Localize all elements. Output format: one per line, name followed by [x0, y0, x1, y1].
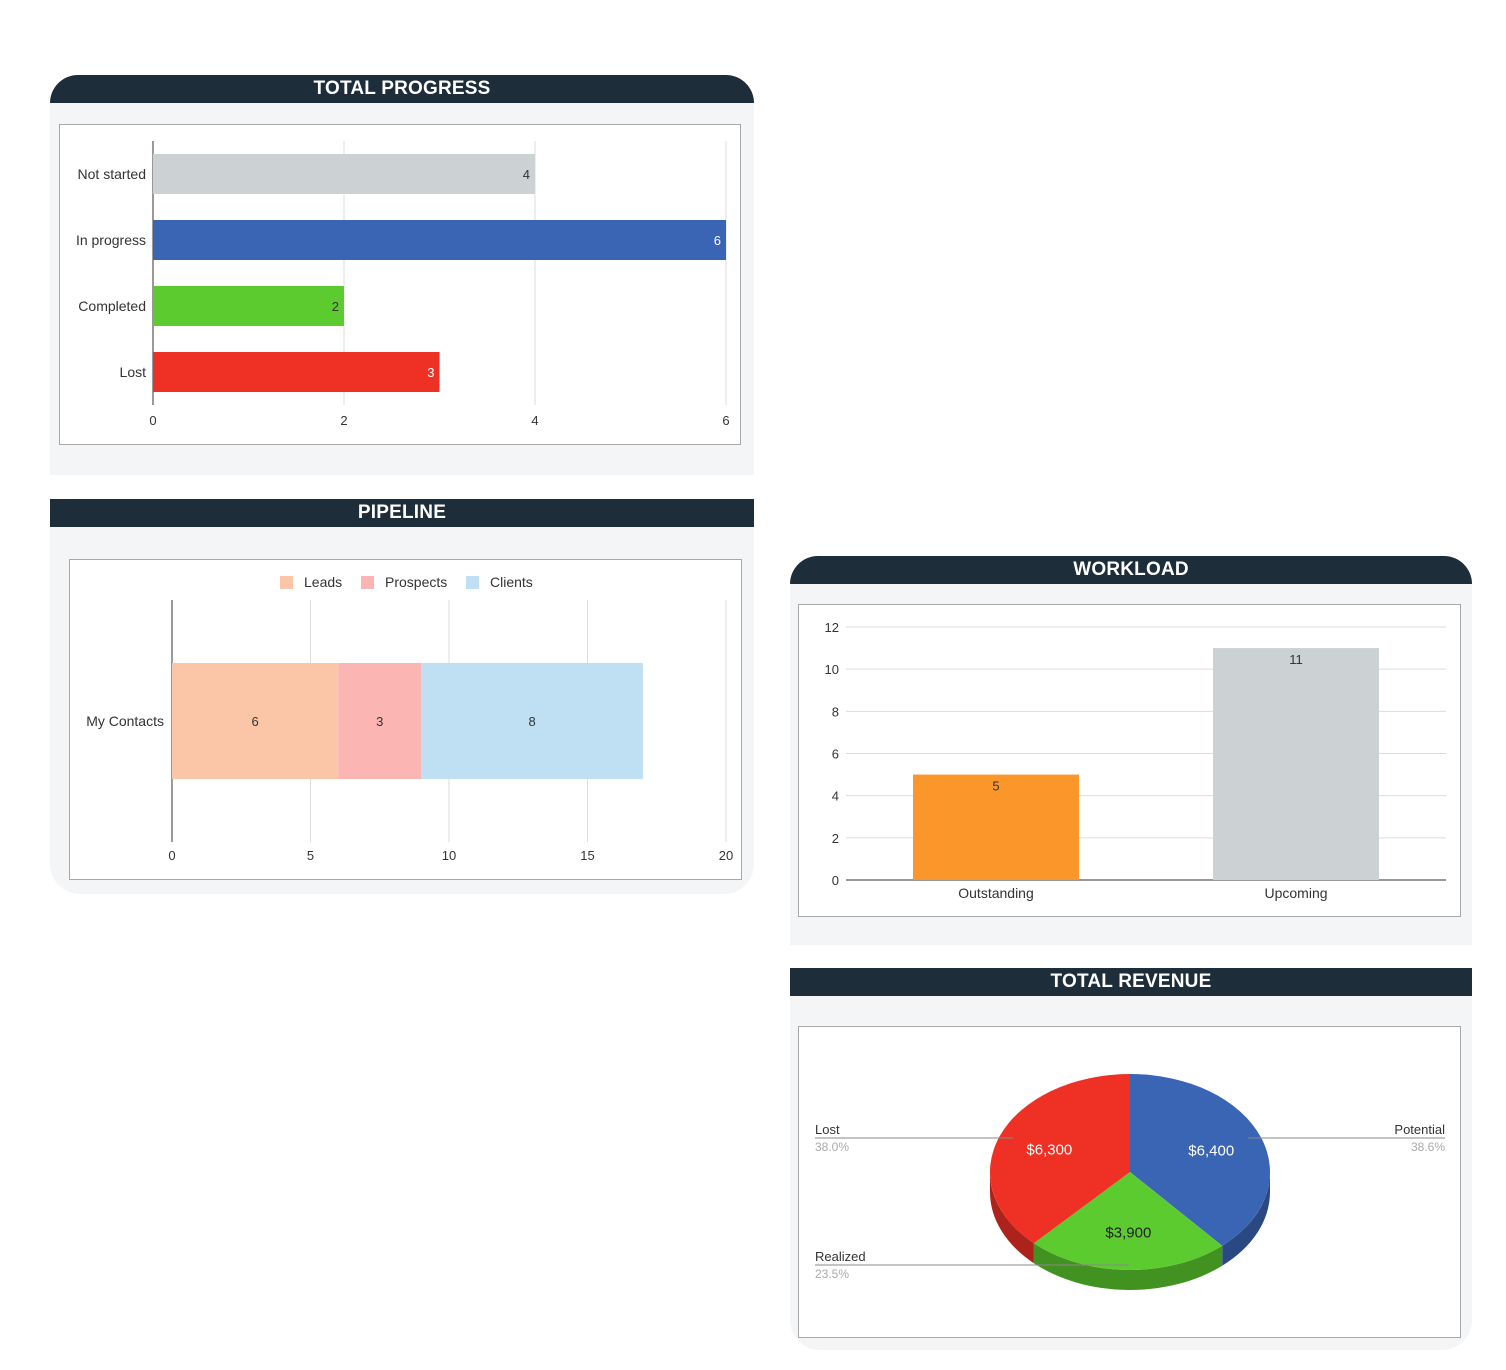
x-tick-label: 20	[719, 848, 733, 863]
slice-value-label: $3,900	[1105, 1225, 1151, 1242]
x-tick-label: 2	[340, 413, 347, 428]
y-tick-label: 12	[825, 620, 839, 635]
slice-percent-label: 38.6%	[1411, 1140, 1445, 1154]
y-tick-label: 8	[832, 704, 839, 719]
slice-name-label: Potential	[1394, 1122, 1445, 1137]
total-progress-title: TOTAL PROGRESS	[50, 75, 754, 103]
x-tick-label: 6	[722, 413, 729, 428]
x-tick-label: 15	[580, 848, 594, 863]
slice-value-label: $6,300	[1026, 1142, 1072, 1159]
category-label: Lost	[120, 364, 147, 380]
total-revenue-card: TOTAL REVENUE $6,400 $3,900 $6,300 Potentia…	[790, 968, 1472, 1350]
slice-name-label: Realized	[815, 1249, 866, 1264]
y-tick-label: 0	[832, 873, 839, 888]
data-label: 11	[1289, 652, 1303, 667]
x-tick-label: 4	[531, 413, 538, 428]
bar	[913, 774, 1079, 880]
data-label: 6	[251, 714, 258, 729]
slice-percent-label: 38.0%	[815, 1140, 849, 1154]
legend-swatch	[280, 576, 293, 589]
workload-title: WORKLOAD	[790, 556, 1472, 584]
total-revenue-title: TOTAL REVENUE	[790, 968, 1472, 996]
legend-label: Leads	[304, 574, 342, 590]
pie-slice-side	[990, 1172, 1034, 1264]
pie-slice	[1033, 1172, 1223, 1270]
data-label: 4	[523, 167, 530, 182]
legend-swatch	[466, 576, 479, 589]
total-revenue-svg: $6,400 $3,900 $6,300 Potential 38.6% Realized…	[815, 1074, 1445, 1290]
category-label: Not started	[78, 166, 146, 182]
workload-svg: 0 2 4 6 8 10 12 5 Outstanding 11 Upcoming	[825, 620, 1446, 901]
y-tick-label: 10	[825, 662, 839, 677]
data-label: 2	[332, 299, 339, 314]
pie-slice-side	[1033, 1243, 1223, 1290]
pipeline-svg: 0 5 10 15 20 Leads Prospects Clients 6 3 8 My Conta…	[86, 574, 733, 863]
slice-value-label: $6,400	[1188, 1143, 1234, 1160]
data-label: 3	[376, 714, 383, 729]
bar-segment	[338, 663, 422, 779]
pipeline-title: PIPELINE	[50, 499, 754, 527]
x-tick-label: 10	[442, 848, 456, 863]
bar-segment	[172, 663, 339, 779]
total-progress-card: TOTAL PROGRESS 0 2 4 6 Not started 4 In progre…	[50, 75, 754, 475]
total-progress-svg: 0 2 4 6 Not started 4 In progress 6 Completed 2 Lo…	[76, 141, 730, 428]
legend-label: Clients	[490, 574, 533, 590]
category-label: In progress	[76, 232, 146, 248]
category-label: Upcoming	[1264, 885, 1327, 901]
category-label: My Contacts	[86, 713, 164, 729]
pie-slice	[1130, 1074, 1270, 1246]
bar	[153, 352, 440, 392]
bar-segment	[421, 663, 643, 779]
total-revenue-chart: $6,400 $3,900 $6,300 Potential 38.6% Realized…	[798, 1026, 1461, 1338]
pie-slice-side	[1222, 1172, 1270, 1266]
pie-slice	[990, 1074, 1130, 1244]
category-label: Outstanding	[958, 885, 1034, 901]
y-tick-label: 4	[832, 789, 839, 804]
slice-percent-label: 23.5%	[815, 1267, 849, 1281]
pipeline-card: PIPELINE 0 5 10 15 20 Leads Prospects Clients 6 3…	[50, 499, 754, 894]
category-label: Completed	[78, 298, 146, 314]
data-label: 8	[528, 714, 535, 729]
legend-label: Prospects	[385, 574, 447, 590]
pipeline-chart: 0 5 10 15 20 Leads Prospects Clients 6 3 8 My Conta…	[69, 559, 742, 880]
x-tick-label: 0	[149, 413, 156, 428]
y-tick-label: 2	[832, 831, 839, 846]
bar	[1213, 648, 1379, 880]
legend-swatch	[361, 576, 374, 589]
y-tick-label: 6	[832, 747, 839, 762]
data-label: 6	[714, 233, 721, 248]
data-label: 5	[992, 779, 999, 794]
bar	[153, 154, 535, 194]
workload-chart: 0 2 4 6 8 10 12 5 Outstanding 11 Upcoming	[798, 604, 1461, 917]
x-tick-label: 5	[307, 848, 314, 863]
workload-card: WORKLOAD 0 2 4 6 8 10 12 5 Outstanding 11 Upcoming	[790, 556, 1472, 945]
x-tick-label: 0	[168, 848, 175, 863]
data-label: 3	[427, 365, 434, 380]
bar	[153, 286, 344, 326]
bar	[153, 220, 726, 260]
slice-name-label: Lost	[815, 1122, 840, 1137]
total-progress-chart: 0 2 4 6 Not started 4 In progress 6 Completed 2 Lo…	[59, 124, 741, 445]
